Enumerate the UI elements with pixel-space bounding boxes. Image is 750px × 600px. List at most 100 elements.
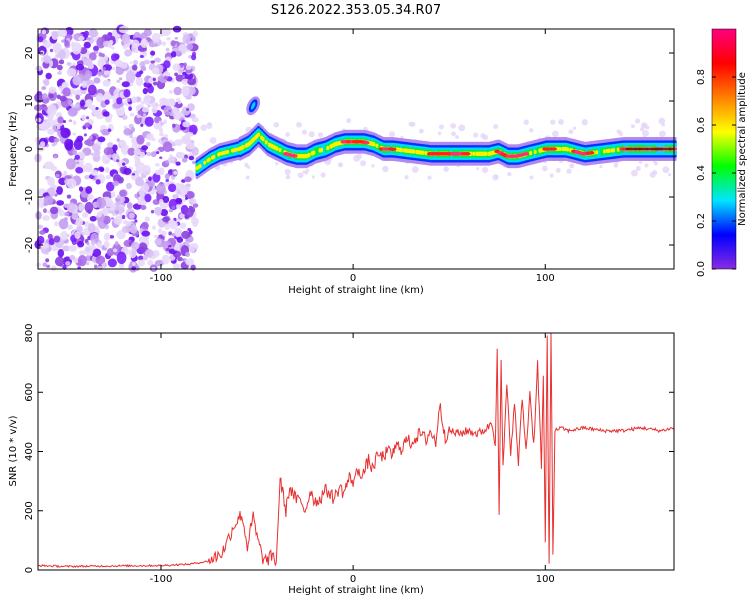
noise-speckle: [175, 161, 181, 166]
noise-speckle: [185, 183, 191, 188]
faint-speckle: [599, 164, 603, 169]
noise-speckle: [86, 37, 92, 41]
ridge-segment: [472, 151, 476, 156]
noise-speckle: [125, 182, 132, 190]
faint-speckle: [569, 163, 575, 169]
noise-speckle: [80, 114, 87, 121]
ridge-segment: [484, 151, 488, 156]
colorbar-label: Normalized spectral amplitude: [737, 72, 748, 226]
noise-speckle: [142, 113, 147, 117]
noise-speckle: [138, 187, 145, 196]
noise-speckle: [102, 111, 110, 117]
faint-speckle: [245, 175, 250, 180]
noise-speckle: [150, 209, 155, 214]
faint-speckle: [555, 167, 561, 173]
noise-speckle: [135, 77, 144, 87]
noise-speckle: [135, 71, 142, 78]
noise-speckle: [182, 121, 190, 128]
noise-speckle: [170, 40, 176, 47]
noise-speckle: [51, 265, 57, 272]
noise-speckle: [119, 140, 127, 147]
noise-speckle: [116, 79, 121, 83]
faint-speckle: [549, 173, 554, 178]
core-dot: [390, 147, 397, 152]
noise-speckle: [35, 211, 42, 220]
noise-speckle: [77, 254, 87, 267]
faint-speckle: [550, 119, 556, 125]
noise-speckle: [88, 52, 97, 61]
noise-speckle: [95, 179, 101, 185]
noise-speckle: [111, 66, 116, 71]
noise-speckle: [185, 107, 190, 111]
faint-speckle: [481, 166, 489, 174]
noise-speckle: [83, 30, 90, 37]
noise-speckle: [84, 201, 94, 214]
spectrogram-signal-region: [195, 96, 677, 179]
noise-speckle: [131, 96, 138, 104]
noise-speckle: [58, 218, 69, 230]
noise-speckle: [186, 191, 195, 200]
core-dot: [523, 152, 530, 156]
noise-speckle: [41, 86, 47, 91]
noise-speckle: [35, 117, 42, 123]
noise-speckle: [56, 200, 65, 206]
noise-speckle: [43, 55, 52, 64]
noise-speckle: [62, 120, 67, 123]
noise-speckle: [133, 148, 141, 156]
noise-speckle: [98, 52, 103, 57]
noise-speckle: [162, 195, 170, 204]
spectrogram-y-ticks: -20 -10 0 10 20: [24, 47, 674, 253]
noise-speckle: [122, 162, 126, 166]
noise-speckle: [53, 138, 60, 143]
noise-speckle: [89, 135, 93, 140]
noise-speckle: [114, 241, 119, 247]
noise-speckle: [173, 171, 178, 175]
colorbar-tick-label: 0.2: [696, 213, 707, 229]
noise-speckle: [193, 84, 198, 88]
core-dot: [588, 151, 595, 155]
noise-speckle: [166, 36, 171, 41]
noise-speckle: [181, 230, 191, 239]
noise-speckle: [145, 178, 149, 182]
noise-speckle: [97, 136, 106, 143]
noise-speckle: [168, 231, 173, 236]
noise-speckle: [90, 240, 96, 246]
noise-speckle: [126, 97, 131, 102]
noise-speckle: [68, 119, 73, 123]
ridge-segment: [261, 137, 265, 142]
faint-speckle: [492, 174, 499, 181]
noise-speckle: [128, 212, 135, 219]
ridge-segment: [212, 154, 216, 159]
noise-speckle: [66, 178, 77, 189]
x-tick-label: -100: [150, 574, 173, 585]
noise-speckle: [150, 102, 160, 109]
noise-speckle: [125, 70, 136, 84]
noise-speckle: [161, 230, 167, 237]
noise-speckle: [93, 45, 99, 52]
noise-speckle: [57, 248, 65, 258]
noise-speckle: [185, 142, 196, 150]
noise-speckle: [187, 78, 197, 86]
faint-speckle: [658, 117, 666, 125]
noise-speckle: [152, 249, 160, 258]
noise-speckle: [182, 198, 187, 202]
snr-y-axis-label: SNR (10 * v/v): [8, 415, 19, 486]
noise-speckle: [174, 37, 178, 40]
faint-speckle: [297, 172, 304, 179]
y-tick-label: 800: [24, 323, 35, 342]
noise-speckle: [141, 100, 145, 105]
noise-speckle: [82, 212, 89, 219]
ridge-segment: [203, 160, 207, 165]
noise-speckle: [191, 117, 199, 123]
noise-speckle: [93, 149, 101, 156]
noise-speckle: [109, 95, 115, 100]
noise-speckle: [152, 77, 156, 82]
noise-speckle: [95, 255, 106, 265]
noise-speckle: [135, 265, 140, 272]
noise-speckle: [192, 203, 199, 208]
ridge-segment: [198, 164, 202, 168]
snr-y-ticks: 0 200 400 600 800: [24, 323, 674, 573]
noise-speckle: [50, 165, 58, 172]
noise-speckle: [54, 221, 59, 227]
noise-speckle: [109, 234, 115, 239]
